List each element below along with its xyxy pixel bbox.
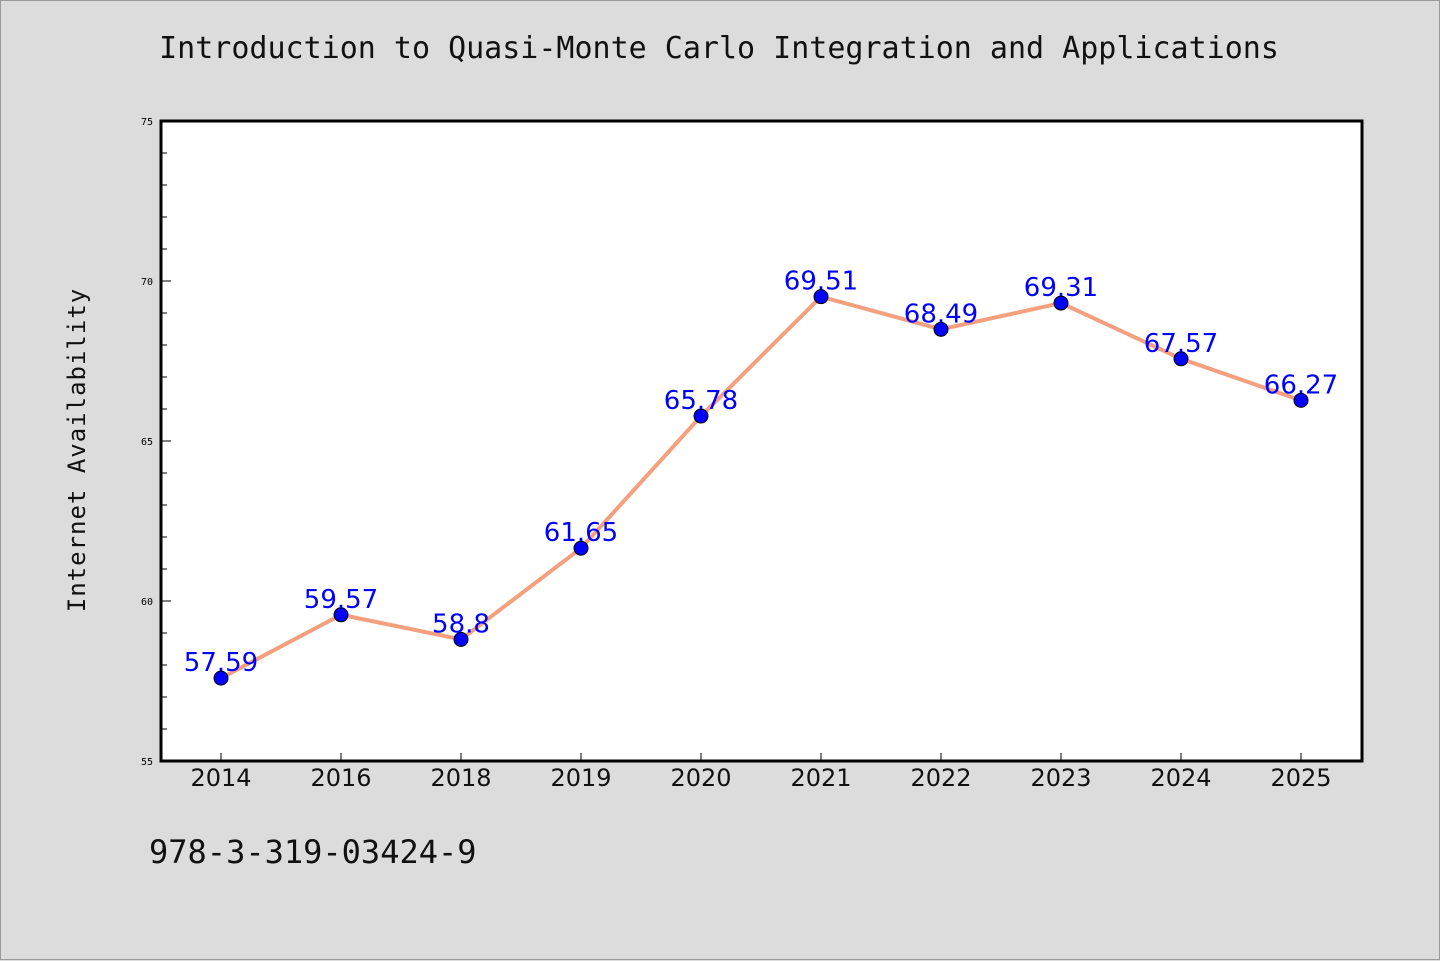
y-axis-label: Internet Availability xyxy=(63,288,91,612)
data-point xyxy=(693,408,709,424)
data-label: 58.8 xyxy=(432,609,490,639)
plot-area xyxy=(159,119,1364,763)
data-label: 61.65 xyxy=(544,518,618,548)
x-tick-label: 2025 xyxy=(1270,764,1331,792)
x-tick-label: 2014 xyxy=(190,764,251,792)
chart-title: Introduction to Quasi-Monte Carlo Integr… xyxy=(159,31,1279,66)
data-point xyxy=(1293,392,1309,408)
data-point xyxy=(933,321,949,337)
data-label: 69.51 xyxy=(784,267,858,297)
data-point xyxy=(813,289,829,305)
isbn-footer: 978-3-319-03424-9 xyxy=(149,833,477,871)
y-tick-label: 65 xyxy=(141,437,153,448)
data-point xyxy=(333,607,349,623)
x-tick-label: 2016 xyxy=(310,764,371,792)
data-point xyxy=(1053,295,1069,311)
data-label: 66.27 xyxy=(1264,370,1338,400)
y-tick-label: 75 xyxy=(141,117,153,128)
data-point xyxy=(1173,351,1189,367)
y-tick-label: 55 xyxy=(141,757,153,768)
x-tick-label: 2019 xyxy=(550,764,611,792)
x-tick-label: 2021 xyxy=(790,764,851,792)
x-tick-label: 2024 xyxy=(1150,764,1211,792)
y-axis: 55 60 65 70 75 xyxy=(141,117,171,768)
series-line xyxy=(219,294,1303,681)
y-tick-label: 70 xyxy=(141,277,153,288)
data-point xyxy=(213,670,229,686)
series-group: 57.59 59.57 58.8 61.65 65.78 69.51 68.49 69.31 6… xyxy=(184,267,1338,686)
data-point xyxy=(573,540,589,556)
x-tick-label: 2022 xyxy=(910,764,971,792)
x-tick-label: 2020 xyxy=(670,764,731,792)
data-point xyxy=(453,631,469,647)
data-label: 59.57 xyxy=(304,585,378,615)
data-label: 57.59 xyxy=(184,648,258,678)
y-tick-label: 60 xyxy=(141,597,153,608)
x-tick-label: 2018 xyxy=(430,764,491,792)
x-axis: 2014 2016 2018 2019 2020 2021 2022 2023 2024 2025 xyxy=(190,753,1332,792)
x-tick-label: 2023 xyxy=(1030,764,1091,792)
data-label: 67.57 xyxy=(1144,329,1218,359)
data-label: 68.49 xyxy=(904,299,978,329)
data-label: 69.31 xyxy=(1024,273,1098,303)
data-label: 65.78 xyxy=(664,386,738,416)
